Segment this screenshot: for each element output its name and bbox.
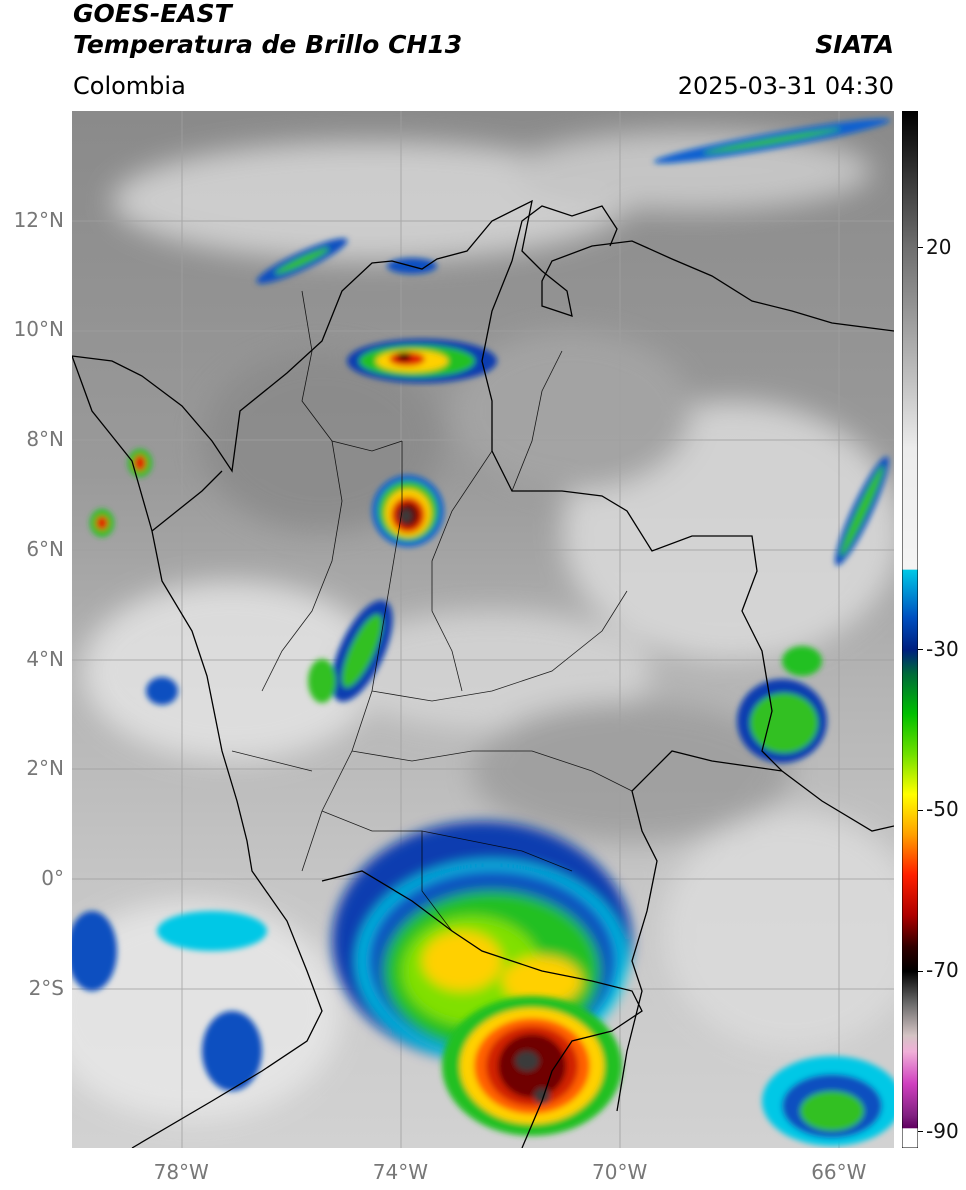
storm-cell-southeast: [762, 1056, 894, 1146]
colorbar-tick-mark: [918, 809, 923, 811]
venezuela-brazil-border: [781, 770, 894, 832]
lat-tick-label: 4°N: [26, 646, 64, 671]
colorbar-tick-label: -30: [926, 636, 959, 661]
cloud-texture: [72, 131, 894, 1121]
datetime-label: 2025-03-31 04:30: [677, 72, 894, 100]
lat-tick-label: 6°N: [26, 536, 64, 561]
colombia-panama-border: [151, 470, 223, 532]
guajira: [511, 205, 618, 262]
colorbar-tick-mark: [918, 649, 923, 651]
storm-cell-central: [308, 600, 393, 703]
colorbar-tick-label: -70: [926, 958, 959, 983]
lon-tick-label: 78°W: [153, 1160, 209, 1184]
storm-cell-santander: [372, 475, 444, 547]
lat-tick-label: 2°N: [26, 756, 64, 781]
satellite-title: GOES-EAST: [73, 0, 232, 28]
colombia-brazil-border: [616, 750, 783, 1112]
lat-tick-label: 0°: [41, 866, 64, 891]
lat-tick-label: 2°S: [28, 975, 64, 1000]
colorbar-tick-mark: [918, 247, 923, 249]
department-borders: [231, 290, 633, 932]
colorbar-tick-label: -90: [926, 1118, 959, 1143]
storm-cell-venezuela: [835, 456, 889, 566]
storm-cell-north: [347, 339, 497, 383]
satellite-map: [72, 111, 894, 1148]
lat-tick-label: 10°N: [13, 317, 64, 342]
caribbean-coast: [72, 199, 894, 473]
pacific-coast: [72, 355, 323, 1148]
colorbar-tick-label: -50: [926, 797, 959, 822]
colorbar-tick-label: 20: [926, 234, 952, 259]
lon-tick-label: 74°W: [372, 1160, 429, 1184]
storm-cell-pacific: [72, 449, 267, 1091]
colombia-ecuador-peru-border: [321, 870, 643, 1148]
agency-label: SIATA: [815, 30, 894, 59]
colorbar: [902, 111, 918, 1148]
lat-tick-label: 8°N: [26, 427, 64, 452]
lat-tick-label: 12°N: [13, 207, 64, 232]
lon-tick-label: 70°W: [592, 1160, 648, 1184]
product-title: Temperatura de Brillo CH13: [73, 30, 463, 59]
storm-cell-east: [737, 646, 827, 763]
colorbar-tick-mark: [918, 1131, 923, 1133]
colombia-venezuela-border: [481, 260, 783, 772]
lon-tick-label: 66°W: [811, 1160, 867, 1184]
region-label: Colombia: [73, 72, 186, 100]
storm-cell-amazonas: [442, 996, 622, 1136]
borders: [72, 199, 894, 1148]
colorbar-tick-mark: [918, 970, 923, 972]
convective-cells: [72, 118, 894, 1146]
